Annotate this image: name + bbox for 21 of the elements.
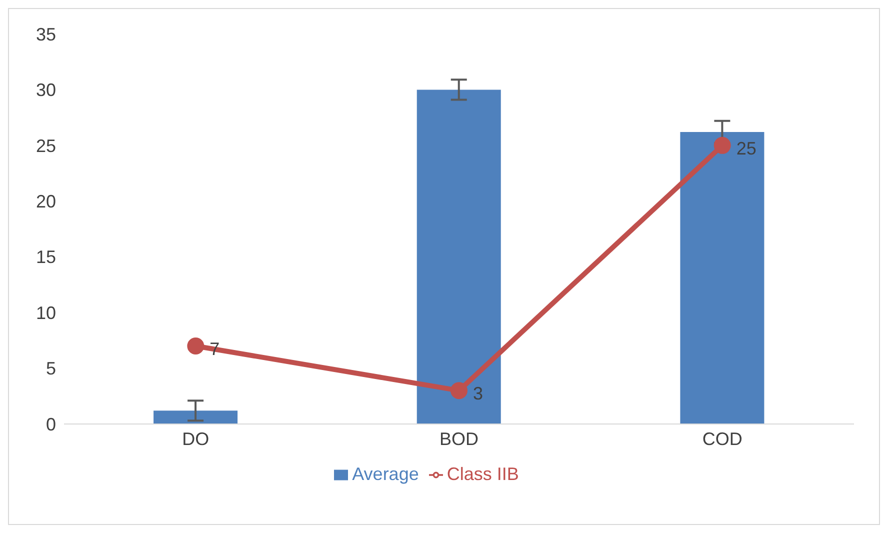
data-label: 25 [736,138,756,158]
bar [154,410,238,424]
y-tick-label: 10 [36,302,56,323]
y-tick-label: 20 [36,192,56,212]
y-tick-label: 0 [46,414,56,434]
y-tick-label: 25 [36,136,56,156]
y-tick-label: 5 [46,358,56,379]
y-tick-label: 15 [36,247,56,268]
point [450,382,468,400]
legend-label: Average [352,464,419,484]
bar [680,132,764,424]
data-label: 3 [473,384,484,404]
point [714,136,731,154]
x-tick-label: COD [702,428,742,449]
x-tick-label: DO [182,428,210,449]
y-tick-label: 30 [36,80,56,100]
y-tick-label: 35 [36,24,56,44]
point [187,338,204,354]
x-tick-label: BOD [439,428,479,449]
legend-label: Class IIB [446,464,519,484]
bar [416,90,501,424]
